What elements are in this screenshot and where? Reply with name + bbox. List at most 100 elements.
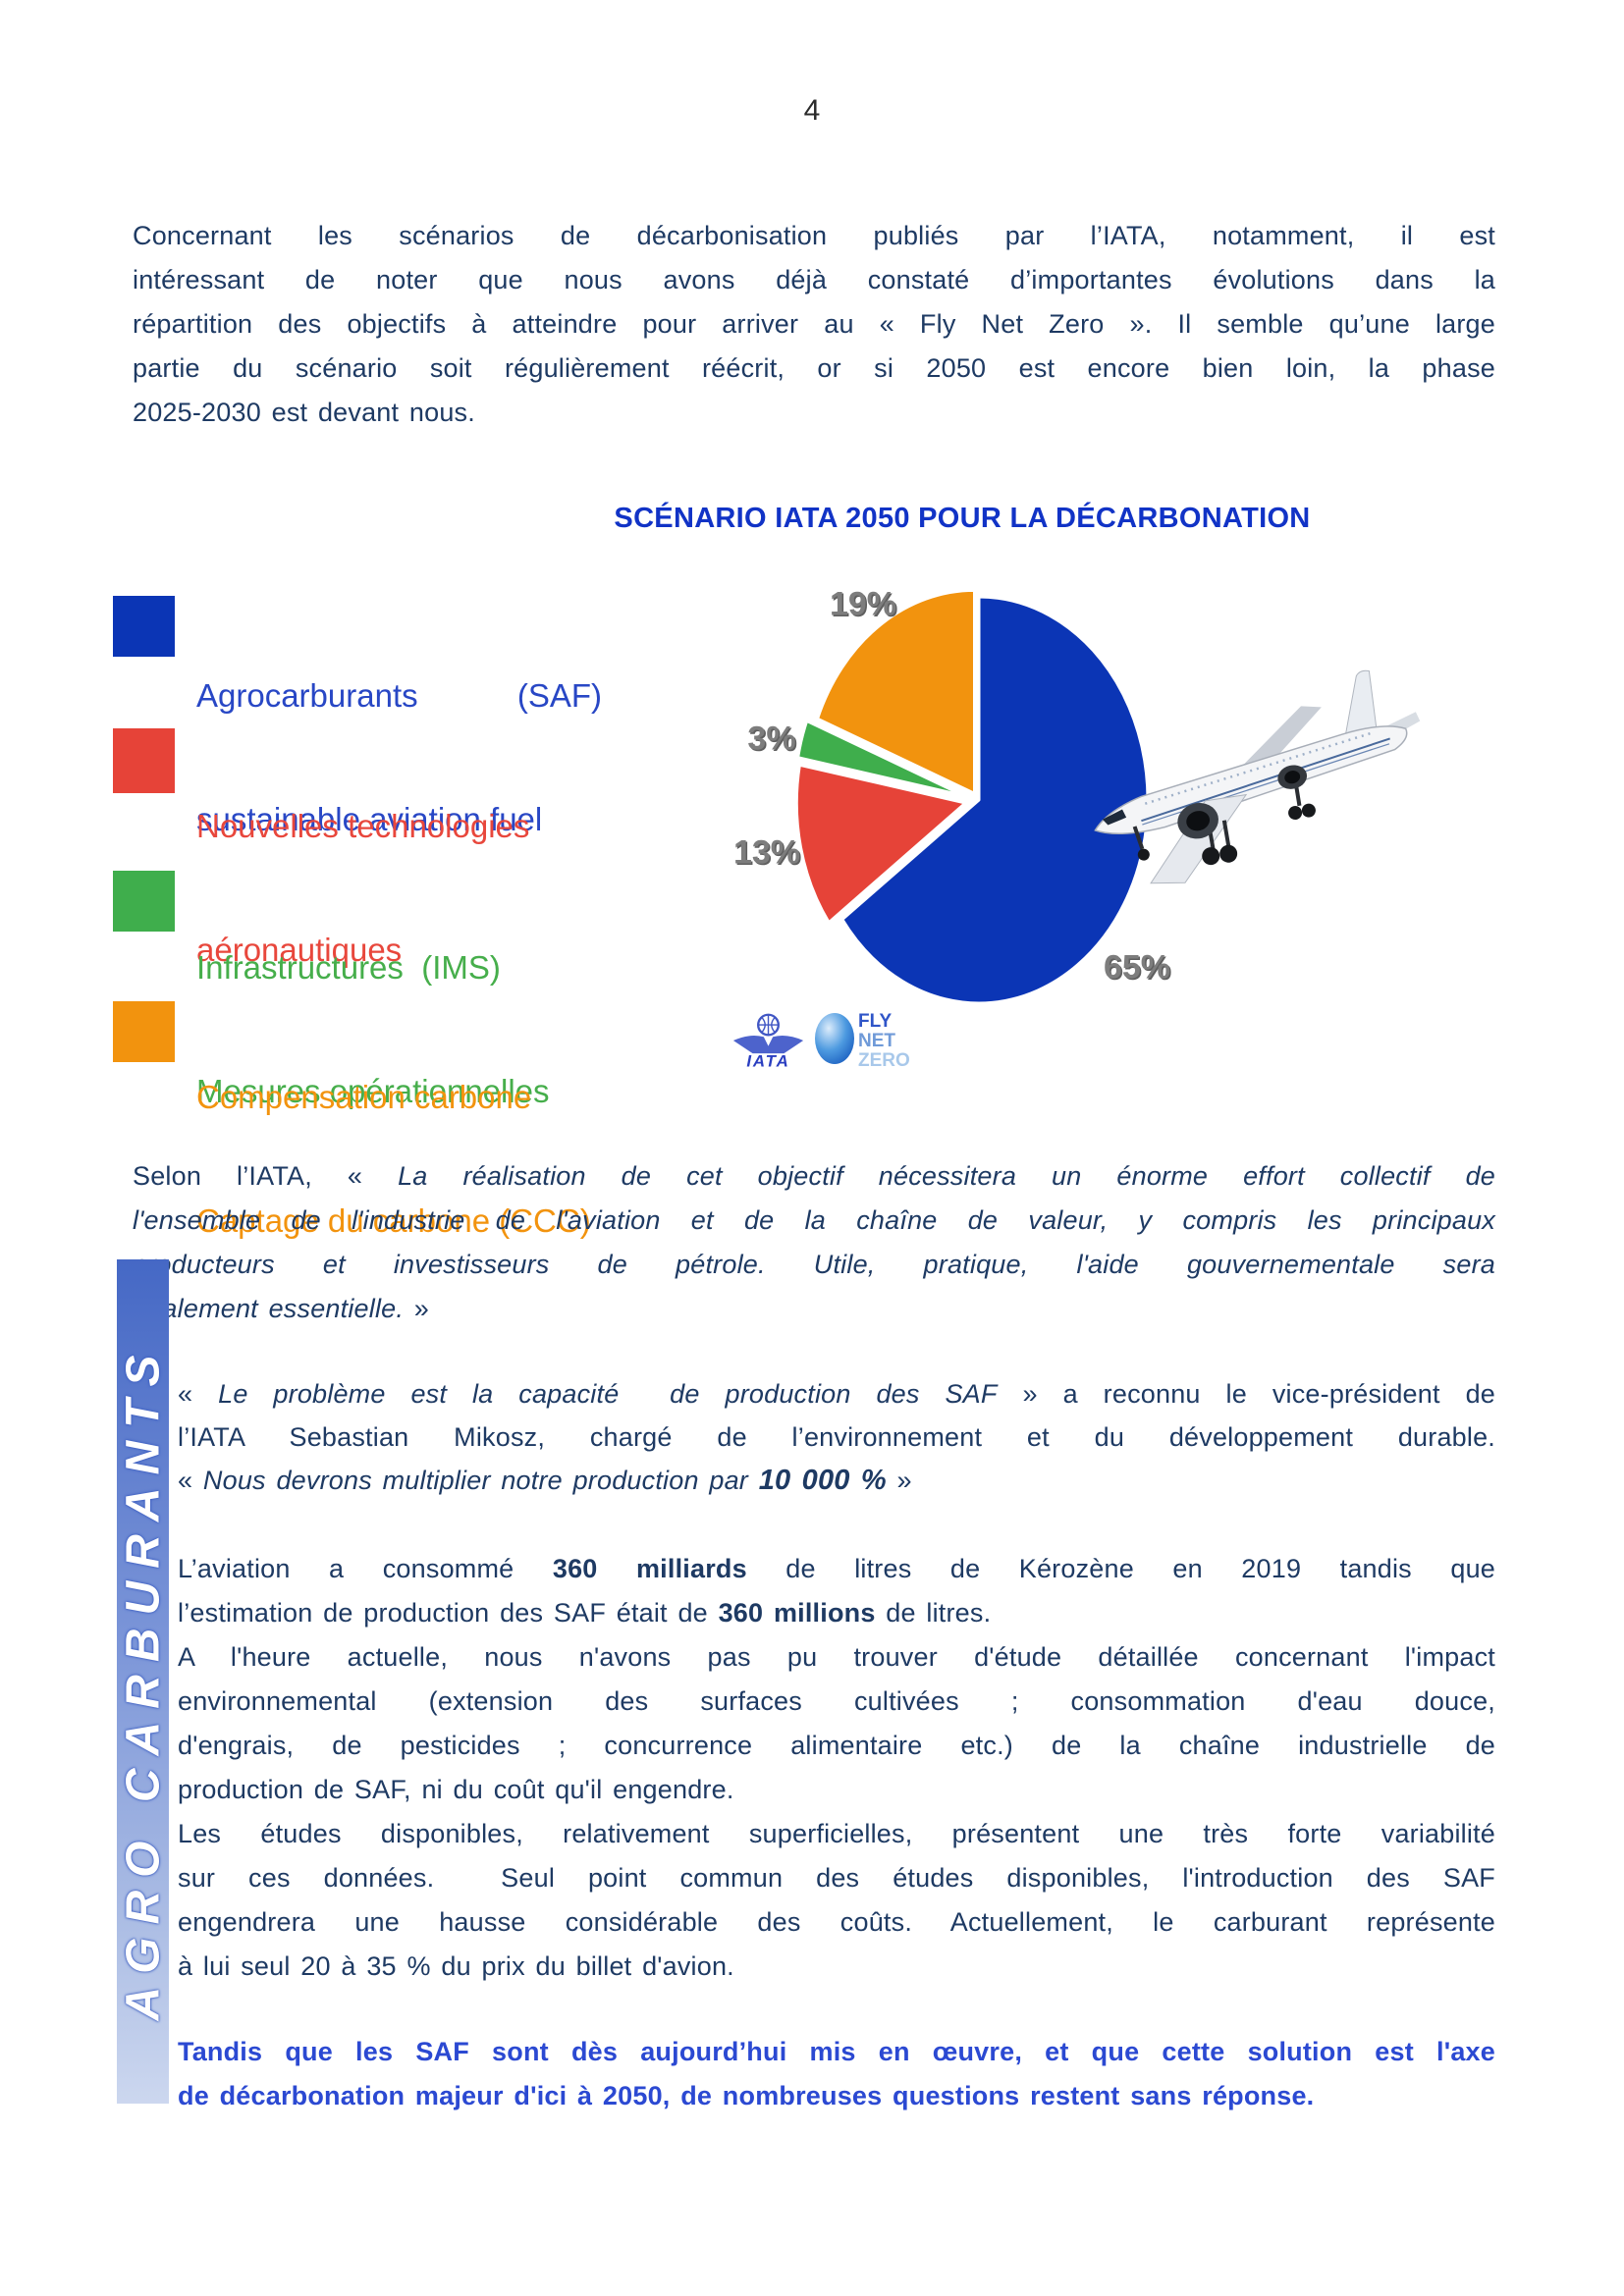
text-segment: sur ces données. Seul point commun des é… (178, 1863, 1495, 1893)
fnz-globe-icon (815, 1013, 854, 1064)
conclusion-paragraph: Tandis que les SAF sont dès aujourd’hui … (178, 2030, 1495, 2118)
text-line: production de SAF, ni du coût qu'il enge… (178, 1768, 1495, 1812)
text-segment: « (178, 1379, 219, 1409)
plane-fuselage (1094, 725, 1408, 835)
text-segment: d'engrais, de pesticides ; concurrence a… (178, 1731, 1495, 1760)
pie-label-65: 65% (1103, 948, 1171, 987)
plane-engine-intake (1284, 771, 1301, 784)
page-number: 4 (803, 94, 821, 127)
text-segment: Selon l’IATA, « (133, 1161, 399, 1191)
plane-tail-fin (1343, 669, 1379, 743)
text-segment: l’IATA Sebastian Mikosz, chargé de l’env… (178, 1422, 1495, 1452)
text-segment: L’aviation a consommé (178, 1554, 553, 1583)
plane-wheel (1301, 803, 1316, 818)
pie-slice-infrastructures (796, 719, 966, 798)
text-segment: Tandis que les SAF sont dès aujourd’hui … (178, 2037, 1495, 2066)
text-segment: de litres. (875, 1598, 992, 1628)
plane-cockpit (1102, 809, 1127, 826)
intro-paragraph: Concernant les scénarios de décarbonisat… (133, 214, 1495, 435)
fnz-fly: FLY (858, 1011, 892, 1032)
text-line: « Le problème est la capacité de product… (178, 1372, 1495, 1415)
text-line: A l'heure actuelle, nous n'avons pas pu … (178, 1635, 1495, 1680)
text-line: l’IATA Sebastian Mikosz, chargé de l’env… (178, 1415, 1495, 1459)
legend-swatch-infrastructures (113, 871, 175, 932)
text-line: sur ces données. Seul point commun des é… (178, 1856, 1495, 1900)
text-line: environnemental (extension des surfaces … (178, 1680, 1495, 1724)
text-segment: Concernant les scénarios de décarbonisat… (133, 221, 1495, 250)
iata-wings-icon (732, 1036, 804, 1054)
pie-label-19: 19% (829, 585, 897, 623)
legend-label-technologies: Nouvelles technologies aéronautiques (196, 723, 529, 1053)
pie-label-3: 3% (747, 720, 796, 758)
legend-label-saf: Agrocarburants (SAF) sustainable aviatio… (196, 593, 602, 923)
plane-stripe (1141, 737, 1390, 823)
plane-wheel (1202, 847, 1220, 866)
legend-line: Nouvelles technologies (196, 808, 530, 844)
text-segment: production de SAF, ni du coût qu'il enge… (178, 1775, 734, 1804)
text-line: 2025-2030 est devant nous. (133, 391, 1495, 435)
text-segment: 10 000 % (758, 1465, 887, 1496)
text-line: également essentielle. » (133, 1287, 1495, 1331)
legend-swatch-saf (113, 596, 175, 657)
text-line: l’estimation de production des SAF était… (178, 1591, 1495, 1635)
text-segment: A l'heure actuelle, nous n'avons pas pu … (178, 1642, 1495, 1672)
text-line: L’aviation a consommé 360 milliards de l… (178, 1547, 1495, 1591)
airplane-image (1094, 669, 1421, 884)
text-segment: engendrera une hausse considérable des c… (178, 1907, 1495, 1937)
legend-line: Compensation carbone (196, 1079, 532, 1115)
legend-line: Mesures opérationnelles (196, 1073, 550, 1109)
aviation-paragraph: L’aviation a consommé 360 milliards de l… (178, 1547, 1495, 1989)
selon-paragraph: Selon l’IATA, « La réalisation de cet ob… (133, 1154, 1495, 1331)
text-line: répartition des objectifs à atteindre po… (133, 302, 1495, 347)
text-segment: » a reconnu le vice-président de (997, 1379, 1496, 1409)
legend-text: Agrocarburants (196, 677, 418, 714)
text-segment: 360 millions (718, 1598, 876, 1628)
text-segment: Les études disponibles, relativement sup… (178, 1819, 1495, 1848)
pie-slice-compensation (816, 588, 977, 795)
text-segment: Nous devrons multiplier notre production… (202, 1466, 759, 1495)
legend-text: (SAF) (516, 677, 602, 714)
text-segment: partie du scénario soit régulièrement ré… (133, 353, 1495, 383)
legend-line: Agrocarburants (SAF) (196, 675, 602, 717)
text-line: « Nous devrons multiplier notre producti… (178, 1459, 1495, 1502)
pie-slice-technologies (794, 763, 967, 925)
text-line: producteurs et investisseurs de pétrole.… (133, 1243, 1495, 1287)
text-line: Les études disponibles, relativement sup… (178, 1812, 1495, 1856)
text-segment: environnemental (extension des surfaces … (178, 1686, 1495, 1716)
text-line: à lui seul 20 à 35 % du prix du billet d… (178, 1945, 1495, 1989)
text-segment: » (404, 1294, 429, 1323)
legend-label-infrastructures: Infrastructures (IMS) Mesures opérationn… (196, 865, 550, 1195)
plane-wheel (1137, 848, 1150, 861)
pie-label-13: 13% (732, 833, 801, 872)
text-segment: » (886, 1466, 912, 1495)
plane-far-wing (1229, 706, 1322, 779)
text-segment: 2025-2030 est devant nous. (133, 398, 475, 427)
fnz-net: NET (858, 1031, 895, 1051)
text-segment: de décarbonation majeur d'ici à 2050, de… (178, 2081, 1315, 2110)
text-segment: également essentielle. (133, 1294, 405, 1323)
probleme-paragraph: « Le problème est la capacité de product… (178, 1372, 1495, 1502)
fnz-zero: ZERO (858, 1050, 910, 1071)
iata-logo: IATA (732, 1013, 804, 1070)
plane-wheel (1219, 844, 1238, 863)
legend-line: sustainable aviation fuel (196, 801, 543, 837)
plane-near-wing (1150, 793, 1248, 884)
plane-engine-intake (1186, 811, 1211, 831)
text-line: partie du scénario soit régulièrement ré… (133, 347, 1495, 391)
iata-globe-lines (758, 1014, 779, 1036)
text-line: intéressant de noter que nous avons déjà… (133, 258, 1495, 302)
fly-net-zero-logo: FLY NET ZERO (815, 1011, 910, 1071)
sidebar-agro-carburants: AGRO CARBURANTS (117, 1259, 169, 2104)
legend-line: aéronautiques (196, 932, 403, 968)
plane-wheel (1288, 806, 1303, 821)
legend-line: Infrastructures (IMS) (196, 949, 501, 986)
legend-swatch-compensation (113, 1001, 175, 1062)
text-line: Tandis que les SAF sont dès aujourd’hui … (178, 2030, 1495, 2074)
text-segment: 360 milliards (552, 1554, 747, 1583)
chart-title: SCÉNARIO IATA 2050 POUR LA DÉCARBONATION (614, 503, 1311, 534)
text-segment: « (178, 1466, 203, 1495)
text-segment: Le problème est la capacité de productio… (218, 1379, 998, 1409)
text-segment: l’estimation de production des SAF était… (178, 1598, 719, 1628)
pie-slice-saf (840, 595, 1150, 1005)
